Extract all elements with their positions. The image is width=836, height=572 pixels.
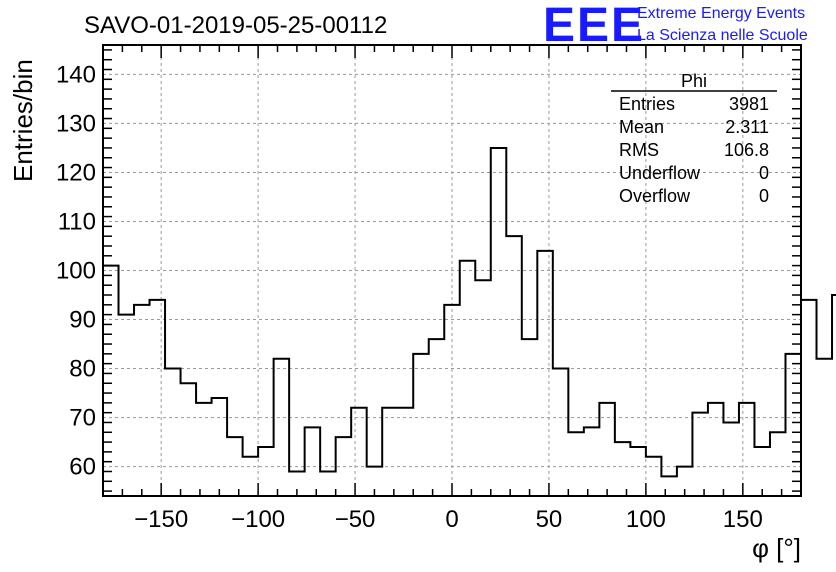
stats-label: RMS [619,140,659,160]
chart-title: SAVO-01-2019-05-25-00112 [84,12,387,39]
y-tick-label: 100 [56,258,96,285]
y-axis-label: Entries/bin [8,59,38,182]
logo-line-1: Extreme Energy Events [637,5,805,22]
x-tick-label: 150 [723,506,763,533]
x-tick-label: −50 [335,506,376,533]
y-tick-label: 70 [69,405,96,432]
stats-value: 106.8 [724,140,769,160]
x-tick-label: −100 [231,506,285,533]
grid-lines [103,45,801,496]
x-tick-label: −150 [134,506,188,533]
stats-label: Underflow [619,163,701,183]
stats-value: 2.311 [725,117,769,137]
eee-logo: EEE [543,0,645,52]
y-tick-label: 120 [56,159,96,186]
x-tick-label: 50 [536,506,563,533]
stats-value: 0 [759,186,769,206]
x-tick-label: 0 [445,506,458,533]
stats-value: 0 [759,163,769,183]
stats-label: Entries [619,94,675,114]
x-tick-label: 100 [626,506,666,533]
y-tick-label: 90 [69,307,96,334]
y-tick-label: 60 [69,454,96,481]
y-tick-label: 130 [56,110,96,137]
y-tick-label: 140 [56,61,96,88]
x-axis-ticks: −150 −100 −50 0 50 100 150 [102,45,802,533]
histogram-line [103,146,836,478]
stats-box: Phi Entries 3981 Mean 2.311 RMS 106.8 Underflo… [611,71,777,206]
stats-label: Mean [619,117,664,137]
logo-line-2: La Scienza nelle Scuole [637,27,808,44]
stats-label: Overflow [619,186,691,206]
x-axis-label: φ [°] [752,533,801,563]
y-tick-label: 80 [69,356,96,383]
y-axis-ticks: 60 70 80 90 100 110 120 130 140 [56,49,801,492]
stats-value: 3981 [729,94,769,114]
y-tick-label: 110 [58,208,96,235]
stats-title: Phi [681,71,707,91]
